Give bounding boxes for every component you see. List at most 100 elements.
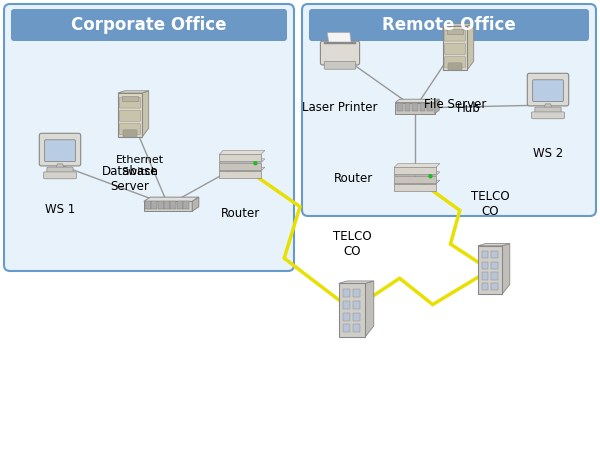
Polygon shape <box>394 184 436 191</box>
FancyBboxPatch shape <box>122 96 138 101</box>
FancyBboxPatch shape <box>302 4 596 216</box>
Polygon shape <box>478 244 510 246</box>
Text: WS 2: WS 2 <box>533 147 563 160</box>
FancyBboxPatch shape <box>527 73 569 106</box>
Polygon shape <box>395 99 439 102</box>
Polygon shape <box>192 197 199 211</box>
FancyBboxPatch shape <box>309 9 589 41</box>
FancyBboxPatch shape <box>491 273 497 280</box>
FancyBboxPatch shape <box>11 9 287 41</box>
FancyBboxPatch shape <box>353 313 360 321</box>
Polygon shape <box>219 163 261 170</box>
FancyBboxPatch shape <box>482 283 488 291</box>
Circle shape <box>428 174 433 178</box>
FancyBboxPatch shape <box>119 123 140 135</box>
FancyBboxPatch shape <box>44 172 76 179</box>
Polygon shape <box>394 172 440 176</box>
Polygon shape <box>219 154 261 162</box>
FancyBboxPatch shape <box>448 63 462 70</box>
Polygon shape <box>443 24 474 26</box>
FancyBboxPatch shape <box>123 130 137 137</box>
Text: Corporate Office: Corporate Office <box>71 16 227 34</box>
Polygon shape <box>219 171 261 178</box>
FancyBboxPatch shape <box>447 29 463 35</box>
FancyBboxPatch shape <box>47 167 73 173</box>
FancyBboxPatch shape <box>482 262 488 269</box>
Polygon shape <box>467 24 474 70</box>
Text: File Server: File Server <box>424 98 486 111</box>
FancyBboxPatch shape <box>491 262 497 269</box>
FancyBboxPatch shape <box>324 42 356 44</box>
FancyBboxPatch shape <box>320 41 359 65</box>
FancyBboxPatch shape <box>482 273 488 280</box>
Text: Database
Server: Database Server <box>102 165 158 193</box>
FancyBboxPatch shape <box>158 201 164 209</box>
Text: Laser Printer: Laser Printer <box>302 101 378 114</box>
Polygon shape <box>144 201 192 211</box>
Polygon shape <box>394 167 436 175</box>
FancyBboxPatch shape <box>170 201 176 209</box>
FancyBboxPatch shape <box>445 30 466 41</box>
Circle shape <box>253 161 257 165</box>
Polygon shape <box>219 150 265 154</box>
Polygon shape <box>118 91 149 93</box>
Polygon shape <box>394 180 440 184</box>
FancyBboxPatch shape <box>119 97 140 108</box>
FancyBboxPatch shape <box>482 251 488 258</box>
FancyBboxPatch shape <box>443 26 467 70</box>
FancyBboxPatch shape <box>45 140 76 162</box>
FancyBboxPatch shape <box>343 324 350 332</box>
FancyBboxPatch shape <box>445 44 466 54</box>
Text: Router: Router <box>334 172 373 185</box>
FancyBboxPatch shape <box>535 107 561 113</box>
Polygon shape <box>395 102 435 114</box>
FancyBboxPatch shape <box>118 93 142 137</box>
FancyBboxPatch shape <box>183 201 189 209</box>
FancyBboxPatch shape <box>533 80 563 101</box>
Text: WS 1: WS 1 <box>45 203 75 216</box>
FancyBboxPatch shape <box>40 133 80 166</box>
FancyBboxPatch shape <box>145 201 151 209</box>
FancyBboxPatch shape <box>176 201 182 209</box>
Polygon shape <box>219 159 265 163</box>
FancyBboxPatch shape <box>353 301 360 309</box>
FancyBboxPatch shape <box>478 246 502 294</box>
Text: TELCO
CO: TELCO CO <box>332 230 371 258</box>
Polygon shape <box>435 99 439 114</box>
FancyBboxPatch shape <box>427 103 433 111</box>
FancyBboxPatch shape <box>420 103 425 111</box>
FancyBboxPatch shape <box>343 289 350 297</box>
Text: Hub: Hub <box>457 101 481 114</box>
FancyBboxPatch shape <box>404 103 410 111</box>
Text: TELCO
CO: TELCO CO <box>470 190 509 218</box>
Polygon shape <box>502 244 510 294</box>
Polygon shape <box>544 104 552 108</box>
FancyBboxPatch shape <box>343 301 350 309</box>
Polygon shape <box>394 176 436 183</box>
FancyBboxPatch shape <box>151 201 157 209</box>
FancyBboxPatch shape <box>491 283 497 291</box>
FancyBboxPatch shape <box>164 201 170 209</box>
Text: Remote Office: Remote Office <box>382 16 516 34</box>
FancyBboxPatch shape <box>532 112 565 119</box>
Polygon shape <box>219 167 265 171</box>
Polygon shape <box>144 197 199 201</box>
FancyBboxPatch shape <box>397 103 403 111</box>
FancyBboxPatch shape <box>324 62 356 69</box>
FancyBboxPatch shape <box>119 110 140 121</box>
Text: Ethernet
Switch: Ethernet Switch <box>116 155 164 177</box>
FancyBboxPatch shape <box>445 57 466 67</box>
Polygon shape <box>56 164 64 168</box>
FancyBboxPatch shape <box>4 4 294 271</box>
Polygon shape <box>365 281 374 337</box>
FancyBboxPatch shape <box>343 313 350 321</box>
FancyBboxPatch shape <box>491 251 497 258</box>
FancyBboxPatch shape <box>338 283 365 337</box>
Polygon shape <box>328 33 351 43</box>
FancyBboxPatch shape <box>353 289 360 297</box>
Polygon shape <box>394 163 440 167</box>
Polygon shape <box>338 281 374 283</box>
FancyBboxPatch shape <box>412 103 418 111</box>
FancyBboxPatch shape <box>353 324 360 332</box>
Text: Router: Router <box>220 207 260 220</box>
